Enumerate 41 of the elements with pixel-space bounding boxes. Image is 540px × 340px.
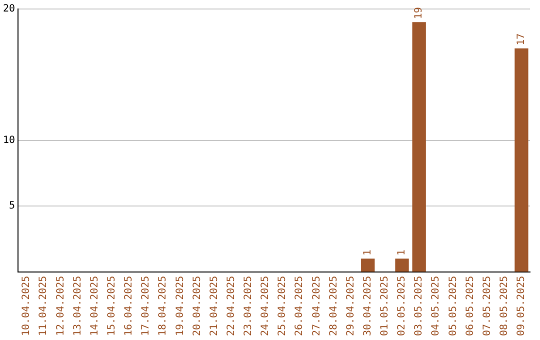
x-tick-label: 30.04.2025 [362, 276, 374, 336]
data-label: 17 [516, 33, 528, 46]
x-tick-label: 10.04.2025 [21, 276, 32, 336]
x-tick-label: 19.04.2025 [174, 276, 186, 336]
bar [361, 258, 375, 272]
x-tick-label: 04.05.2025 [430, 276, 442, 336]
x-tick-label: 20.04.2025 [192, 276, 203, 336]
x-tick-label: 15.04.2025 [106, 276, 118, 336]
data-label: 1 [396, 250, 408, 256]
x-tick-label: 17.04.2025 [140, 276, 152, 336]
x-tick-label: 07.05.2025 [482, 276, 493, 336]
x-tick-label: 23.04.2025 [243, 276, 254, 336]
x-tick-label: 12.04.2025 [55, 276, 66, 336]
x-tick-label: 06.05.2025 [464, 276, 476, 336]
x-tick-label: 11.04.2025 [38, 276, 50, 336]
x-tick-label: 09.05.2025 [516, 276, 528, 336]
x-tick-label: 08.05.2025 [498, 276, 510, 336]
x-tick-label: 05.05.2025 [448, 276, 459, 336]
x-tick-label: 14.04.2025 [89, 276, 100, 336]
x-tick-label: 02.05.2025 [396, 276, 408, 336]
x-tick-label: 28.04.2025 [328, 276, 340, 336]
x-tick-label: 13.04.2025 [72, 276, 84, 336]
data-label: 1 [362, 250, 374, 256]
data-label: 19 [414, 7, 425, 20]
x-tick-label: 18.04.2025 [158, 276, 169, 336]
x-tick-label: 25.04.2025 [277, 276, 288, 336]
x-tick-label: 29.04.2025 [345, 276, 356, 336]
x-tick-label: 24.04.2025 [260, 276, 272, 336]
x-tick-label: 21.04.2025 [208, 276, 220, 336]
x-tick-label: 27.04.2025 [311, 276, 322, 336]
y-tick-label: 20 [2, 4, 16, 15]
bar [412, 22, 426, 272]
bar [514, 48, 528, 272]
x-tick-label: 22.04.2025 [226, 276, 237, 336]
x-tick-label: 26.04.2025 [294, 276, 306, 336]
y-tick-label: 5 [9, 200, 16, 212]
x-tick-label: 01.05.2025 [380, 276, 391, 336]
x-tick-label: 16.04.2025 [124, 276, 135, 336]
x-tick-label: 03.05.2025 [414, 276, 425, 336]
y-tick-label: 10 [2, 134, 16, 146]
bar [395, 258, 409, 272]
